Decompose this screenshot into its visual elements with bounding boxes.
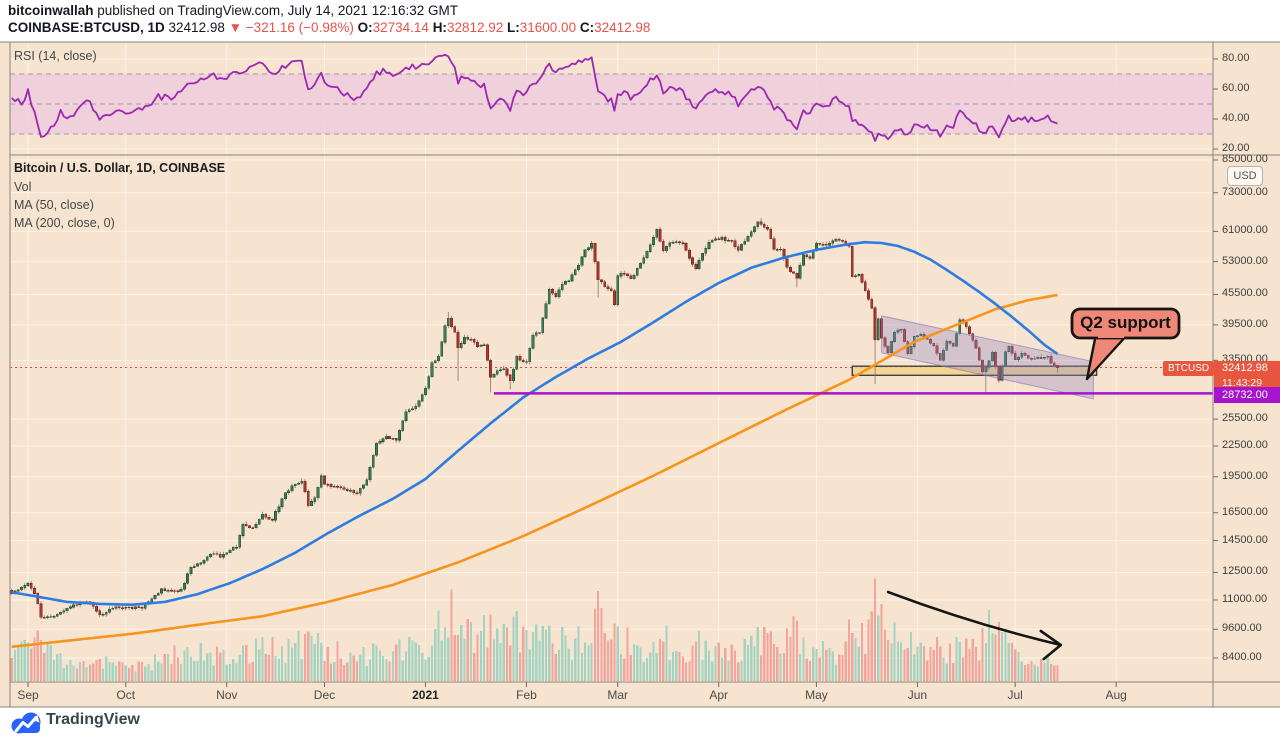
publish-info: published on TradingView.com, July 14, 2… [93,3,458,18]
rsi-tick-label: 40.00 [1222,112,1250,124]
price-tick-label: 9600.00 [1222,622,1262,635]
price-tick-label: 85000.00 [1222,153,1268,165]
price-tick-label: 73000.00 [1222,185,1268,198]
time-tick-label: Dec [313,688,336,702]
time-tick-label: Apr [709,688,729,702]
price-tick-label: 14500.00 [1222,533,1268,546]
tradingview-logo-icon[interactable] [10,710,44,736]
down-triangle-icon: ▼ [228,20,242,35]
high-value: 32812.92 [446,20,504,35]
change-value: −321.16 (−0.98%) [245,20,354,35]
rsi-tick-label: 20.00 [1222,142,1250,154]
chart-title[interactable]: Bitcoin / U.S. Dollar, 1D, COINBASE [14,161,226,175]
open-label: O: [357,20,373,35]
price-tick-label: 39500.00 [1222,317,1268,330]
time-tick-label: May [805,688,828,702]
low-value: 31600.00 [519,20,577,35]
price-tick-label: 25500.00 [1222,412,1268,425]
price-tick-label: 61000.00 [1222,224,1268,237]
price-tick-label: 12500.00 [1222,565,1268,578]
price-tick-label: 8400.00 [1222,651,1262,663]
time-tick-label: Feb [516,688,537,702]
time-tick-label: Aug [1105,688,1127,702]
price-tick-label: 19500.00 [1222,469,1268,482]
rsi-tick-label: 60.00 [1222,82,1250,94]
currency-badge[interactable]: USD [1227,166,1263,186]
tradingview-wordmark[interactable]: TradingView [46,711,140,728]
price-tick-label: 16500.00 [1222,505,1268,518]
symbol-ohlc-line: COINBASE:BTCUSD, 1D 32412.98 ▼ −321.16 (… [8,20,650,35]
price-tick-label: 45500.00 [1222,287,1268,300]
low-label: L: [507,20,520,35]
q2-support-callout[interactable]: Q2 support [1080,313,1171,332]
high-label: H: [432,20,447,35]
last-price: 32412.98 [168,20,225,35]
time-tick-label: Oct [116,688,136,702]
symbol-chip: BTCUSD [1163,361,1215,376]
level-axis-label: 28732.00 [1214,387,1280,403]
close-label: C: [579,20,595,35]
price-tick-label: 11000.00 [1222,592,1268,605]
open-value: 32734.14 [372,20,429,35]
author-name: bitcoinwallah [8,3,94,18]
legend-ma50[interactable]: MA (50, close) [14,198,94,212]
time-tick-label: Mar [607,688,629,702]
rsi-legend[interactable]: RSI (14, close) [14,49,97,63]
legend-ma200[interactable]: MA (200, close, 0) [14,216,115,230]
time-tick-label: Nov [216,688,238,702]
legend-vol[interactable]: Vol [14,180,32,194]
time-tick-label: Sep [17,688,39,702]
publish-line: bitcoinwallah published on TradingView.c… [8,3,458,18]
close-value: 32412.98 [594,20,651,35]
time-tick-label: 2021 [412,688,439,702]
price-axis-label: 32412.98 [1214,361,1280,376]
time-tick-label: Jun [907,688,928,702]
price-tick-label: 53000.00 [1222,254,1268,267]
price-tick-label: 22500.00 [1222,438,1268,451]
time-tick-label: Jul [1007,688,1023,702]
rsi-tick-label: 80.00 [1222,52,1250,64]
symbol-name: COINBASE:BTCUSD, 1D [8,20,165,35]
